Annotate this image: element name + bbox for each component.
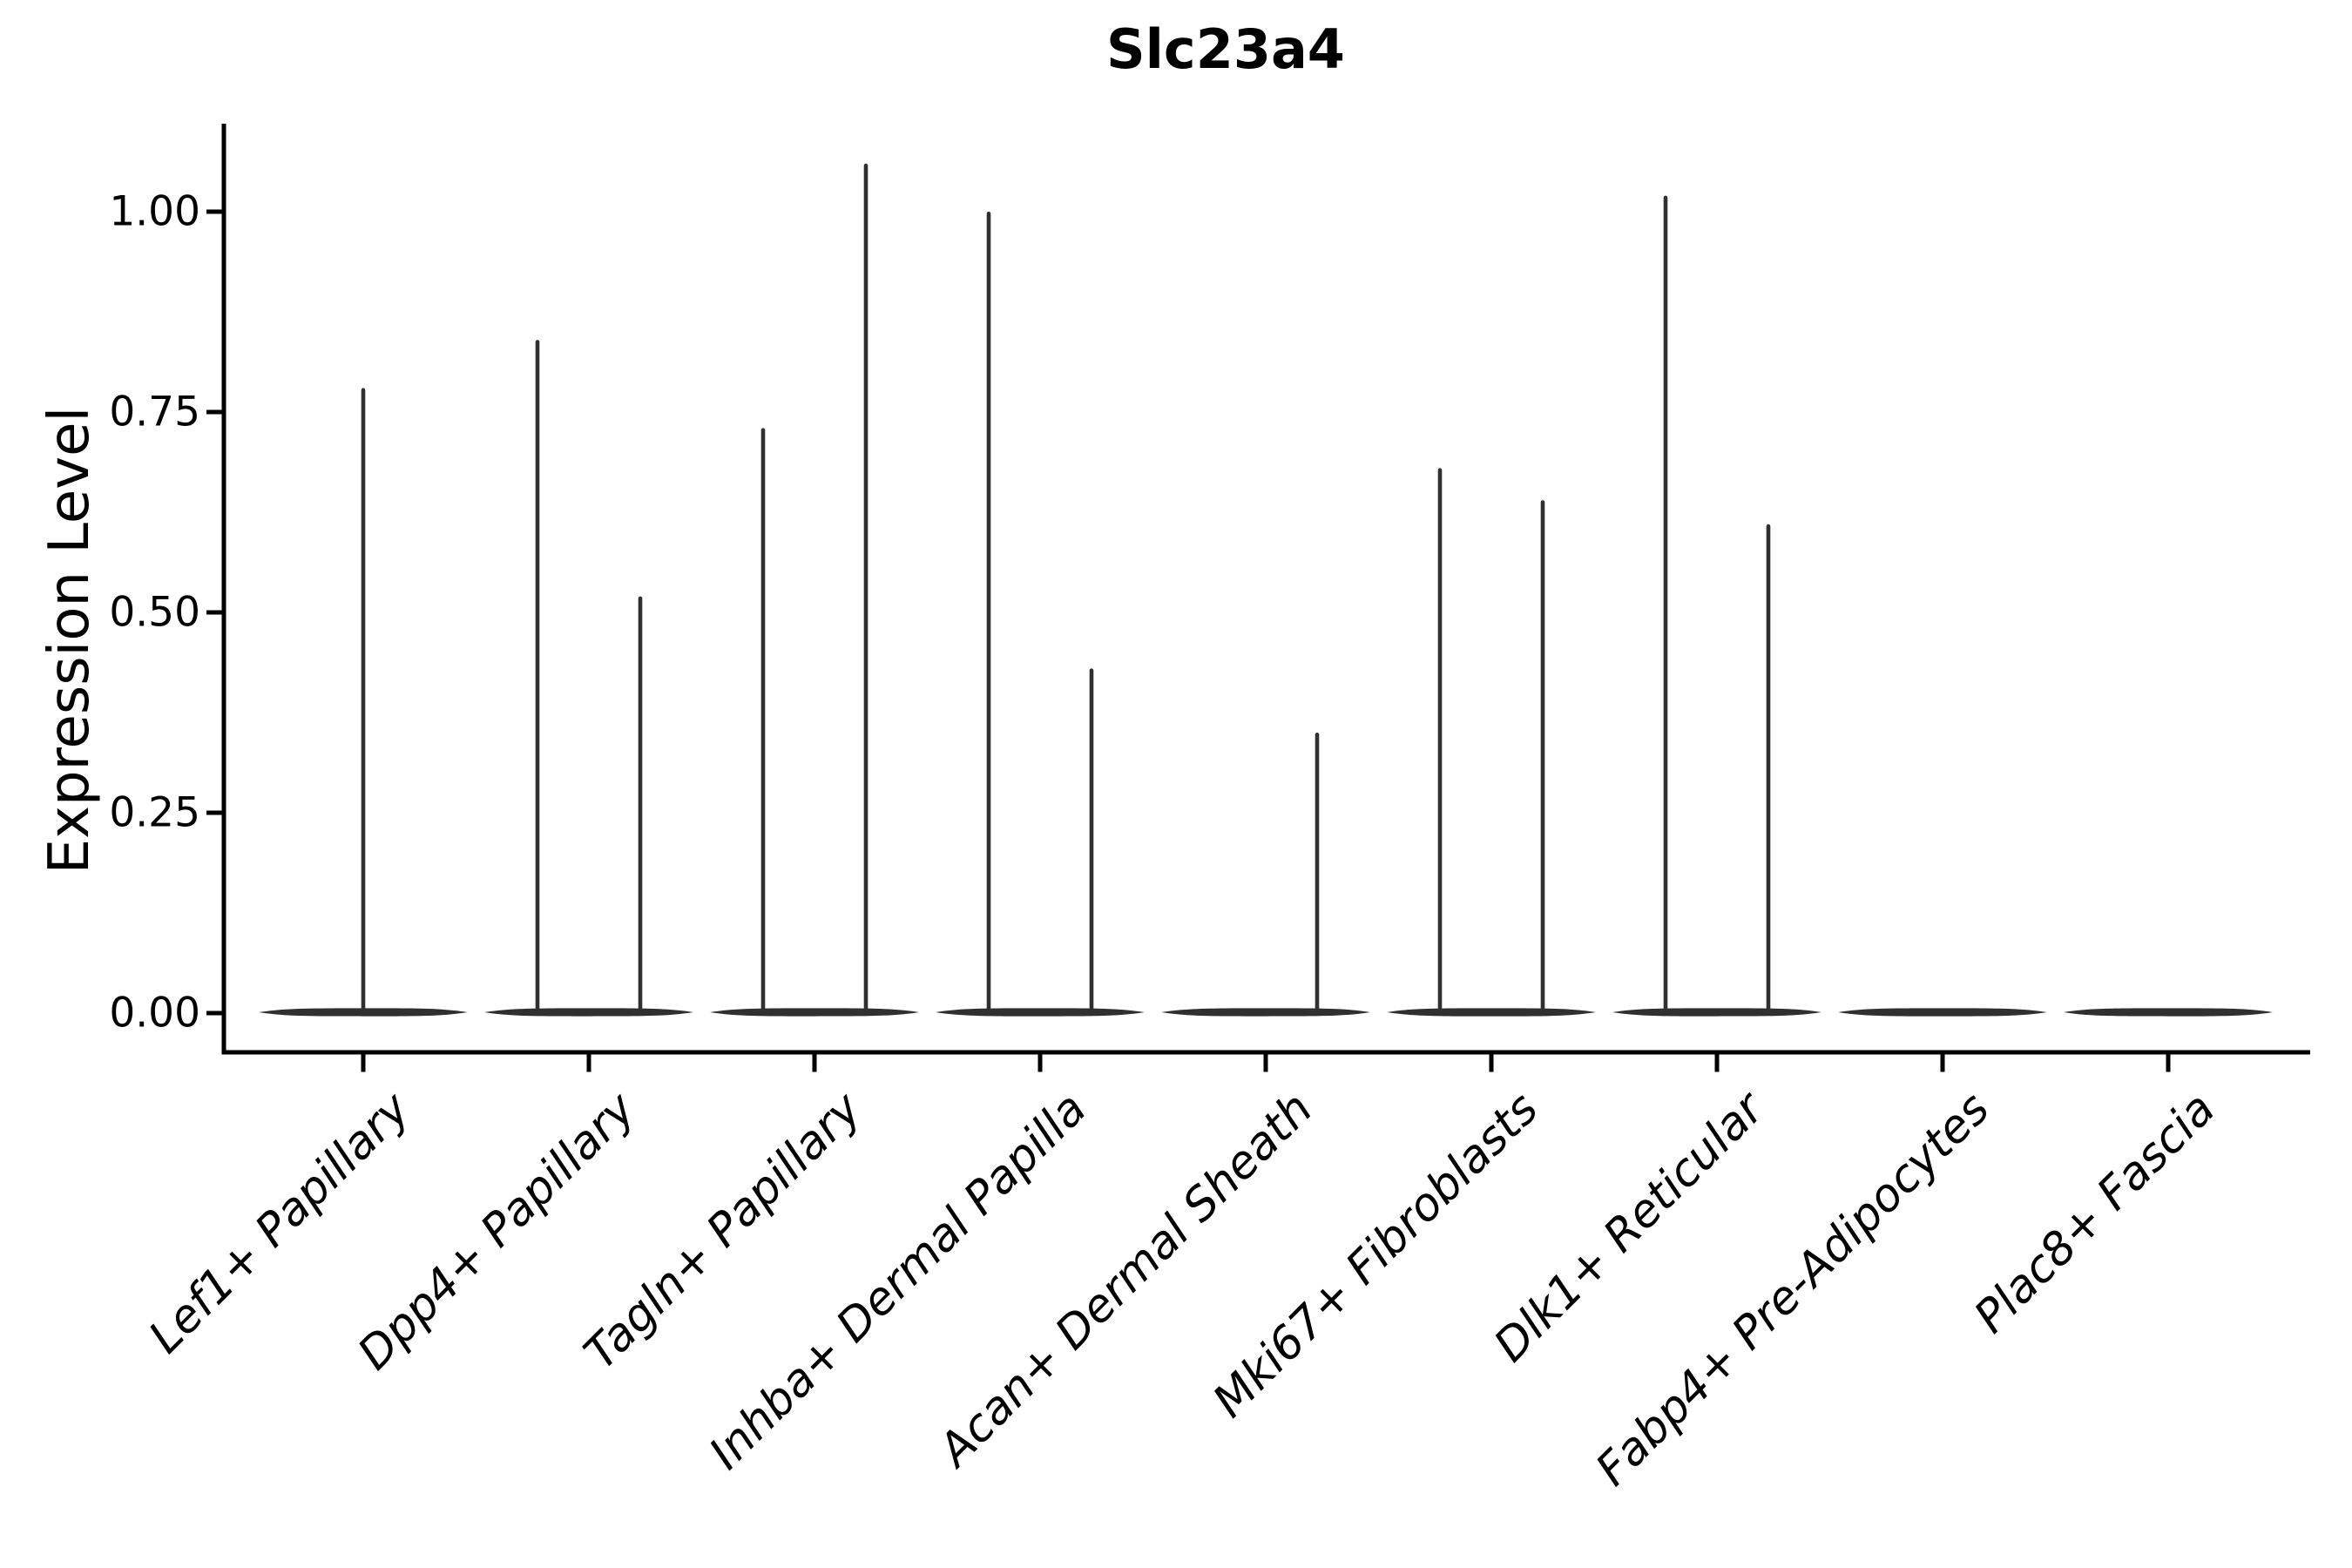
violin-zero-disc	[710, 1008, 919, 1017]
violin-density-spike	[535, 340, 540, 1015]
y-tick-label: 0.75	[109, 388, 200, 436]
violin-density-spike	[986, 212, 991, 1015]
violin-density-spike	[1663, 195, 1668, 1016]
y-tick-label: 1.00	[109, 187, 200, 236]
violin-density-spike	[1437, 468, 1443, 1015]
violin-density-spike	[361, 388, 366, 1015]
violin-density-spike	[1540, 500, 1545, 1015]
violin-zero-disc	[1838, 1008, 2047, 1017]
violin-density-spike	[863, 163, 868, 1016]
violin-zero-disc	[1387, 1008, 1596, 1017]
violin-density-spike	[1766, 524, 1771, 1015]
y-tick-label: 0.50	[109, 588, 200, 637]
y-tick-label: 0.25	[109, 788, 200, 837]
violin-zero-disc	[1161, 1008, 1370, 1017]
violin-zero-disc	[484, 1008, 693, 1017]
violin-density-spike	[760, 428, 766, 1015]
violin-density-spike	[1089, 668, 1094, 1015]
violin-zero-disc	[1612, 1008, 1821, 1017]
y-axis-label: Expression Level	[37, 406, 102, 875]
violin-density-spike	[638, 596, 643, 1015]
violin-zero-disc	[936, 1008, 1145, 1017]
violin-zero-disc	[2064, 1008, 2273, 1017]
y-tick-label: 0.00	[109, 989, 200, 1037]
violin-density-spike	[1315, 733, 1320, 1015]
plot-title: Slc23a4	[1106, 17, 1345, 81]
